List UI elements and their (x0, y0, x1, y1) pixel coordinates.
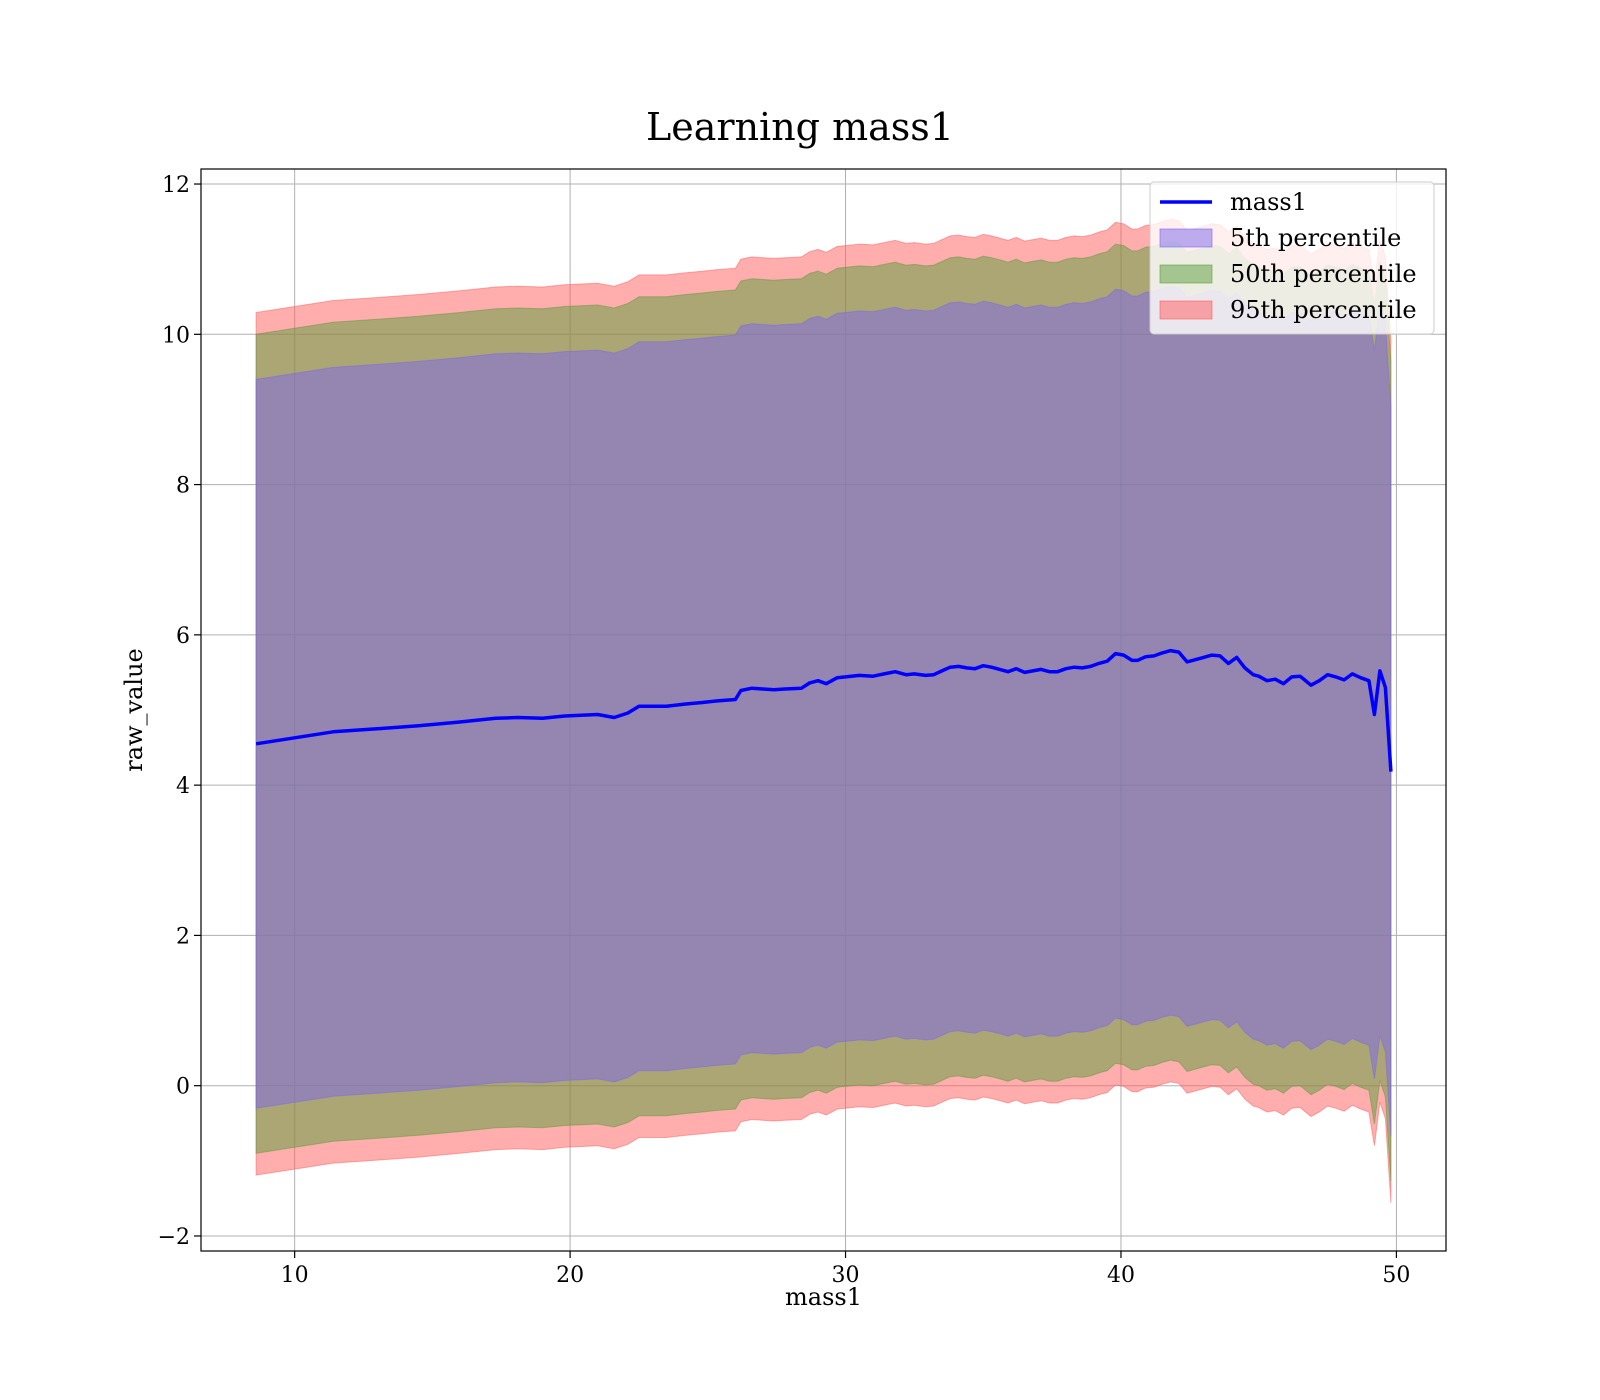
legend: mass1 5th percentile 50th percentile 95th p… (1149, 181, 1435, 335)
chart-title: Learning mass1 (646, 105, 954, 149)
y-tick-label: 6 (176, 624, 190, 649)
y-tick-label: −2 (158, 1225, 190, 1250)
legend-swatch-band (1159, 228, 1213, 248)
legend-box (1149, 181, 1435, 335)
legend-swatch-band (1159, 300, 1213, 320)
x-axis-ticks: 10 20 30 40 50 (281, 1251, 1410, 1288)
y-tick-label: 10 (162, 323, 190, 348)
band-5th-percentile (255, 285, 1392, 1137)
legend-label-band: 5th percentile (1230, 224, 1401, 252)
legend-label-mass1: mass1 (1230, 188, 1307, 216)
percentile-bands (255, 218, 1392, 1203)
x-tick-label: 50 (1382, 1263, 1410, 1288)
legend-swatch-band (1159, 264, 1213, 284)
legend-label-band: 50th percentile (1230, 260, 1417, 288)
y-axis-ticks: −2 0 2 4 6 8 10 12 (158, 173, 201, 1250)
x-axis-label: mass1 (785, 1283, 862, 1311)
y-tick-label: 4 (176, 774, 190, 799)
plot-frame (200, 168, 1447, 1252)
x-tick-label: 20 (556, 1263, 584, 1288)
y-axis-label: raw_value (120, 648, 148, 772)
series-line-mass1 (255, 648, 1393, 772)
series-lines (255, 648, 1393, 772)
y-tick-label: 0 (176, 1075, 190, 1100)
y-tick-label: 2 (176, 924, 190, 949)
x-tick-label: 30 (832, 1263, 860, 1288)
x-tick-label: 10 (281, 1263, 309, 1288)
y-tick-label: 8 (176, 474, 190, 499)
legend-label-band: 95th percentile (1230, 296, 1417, 324)
plot-area (200, 168, 1447, 1252)
y-tick-label: 12 (162, 173, 190, 198)
x-tick-label: 40 (1107, 1263, 1135, 1288)
